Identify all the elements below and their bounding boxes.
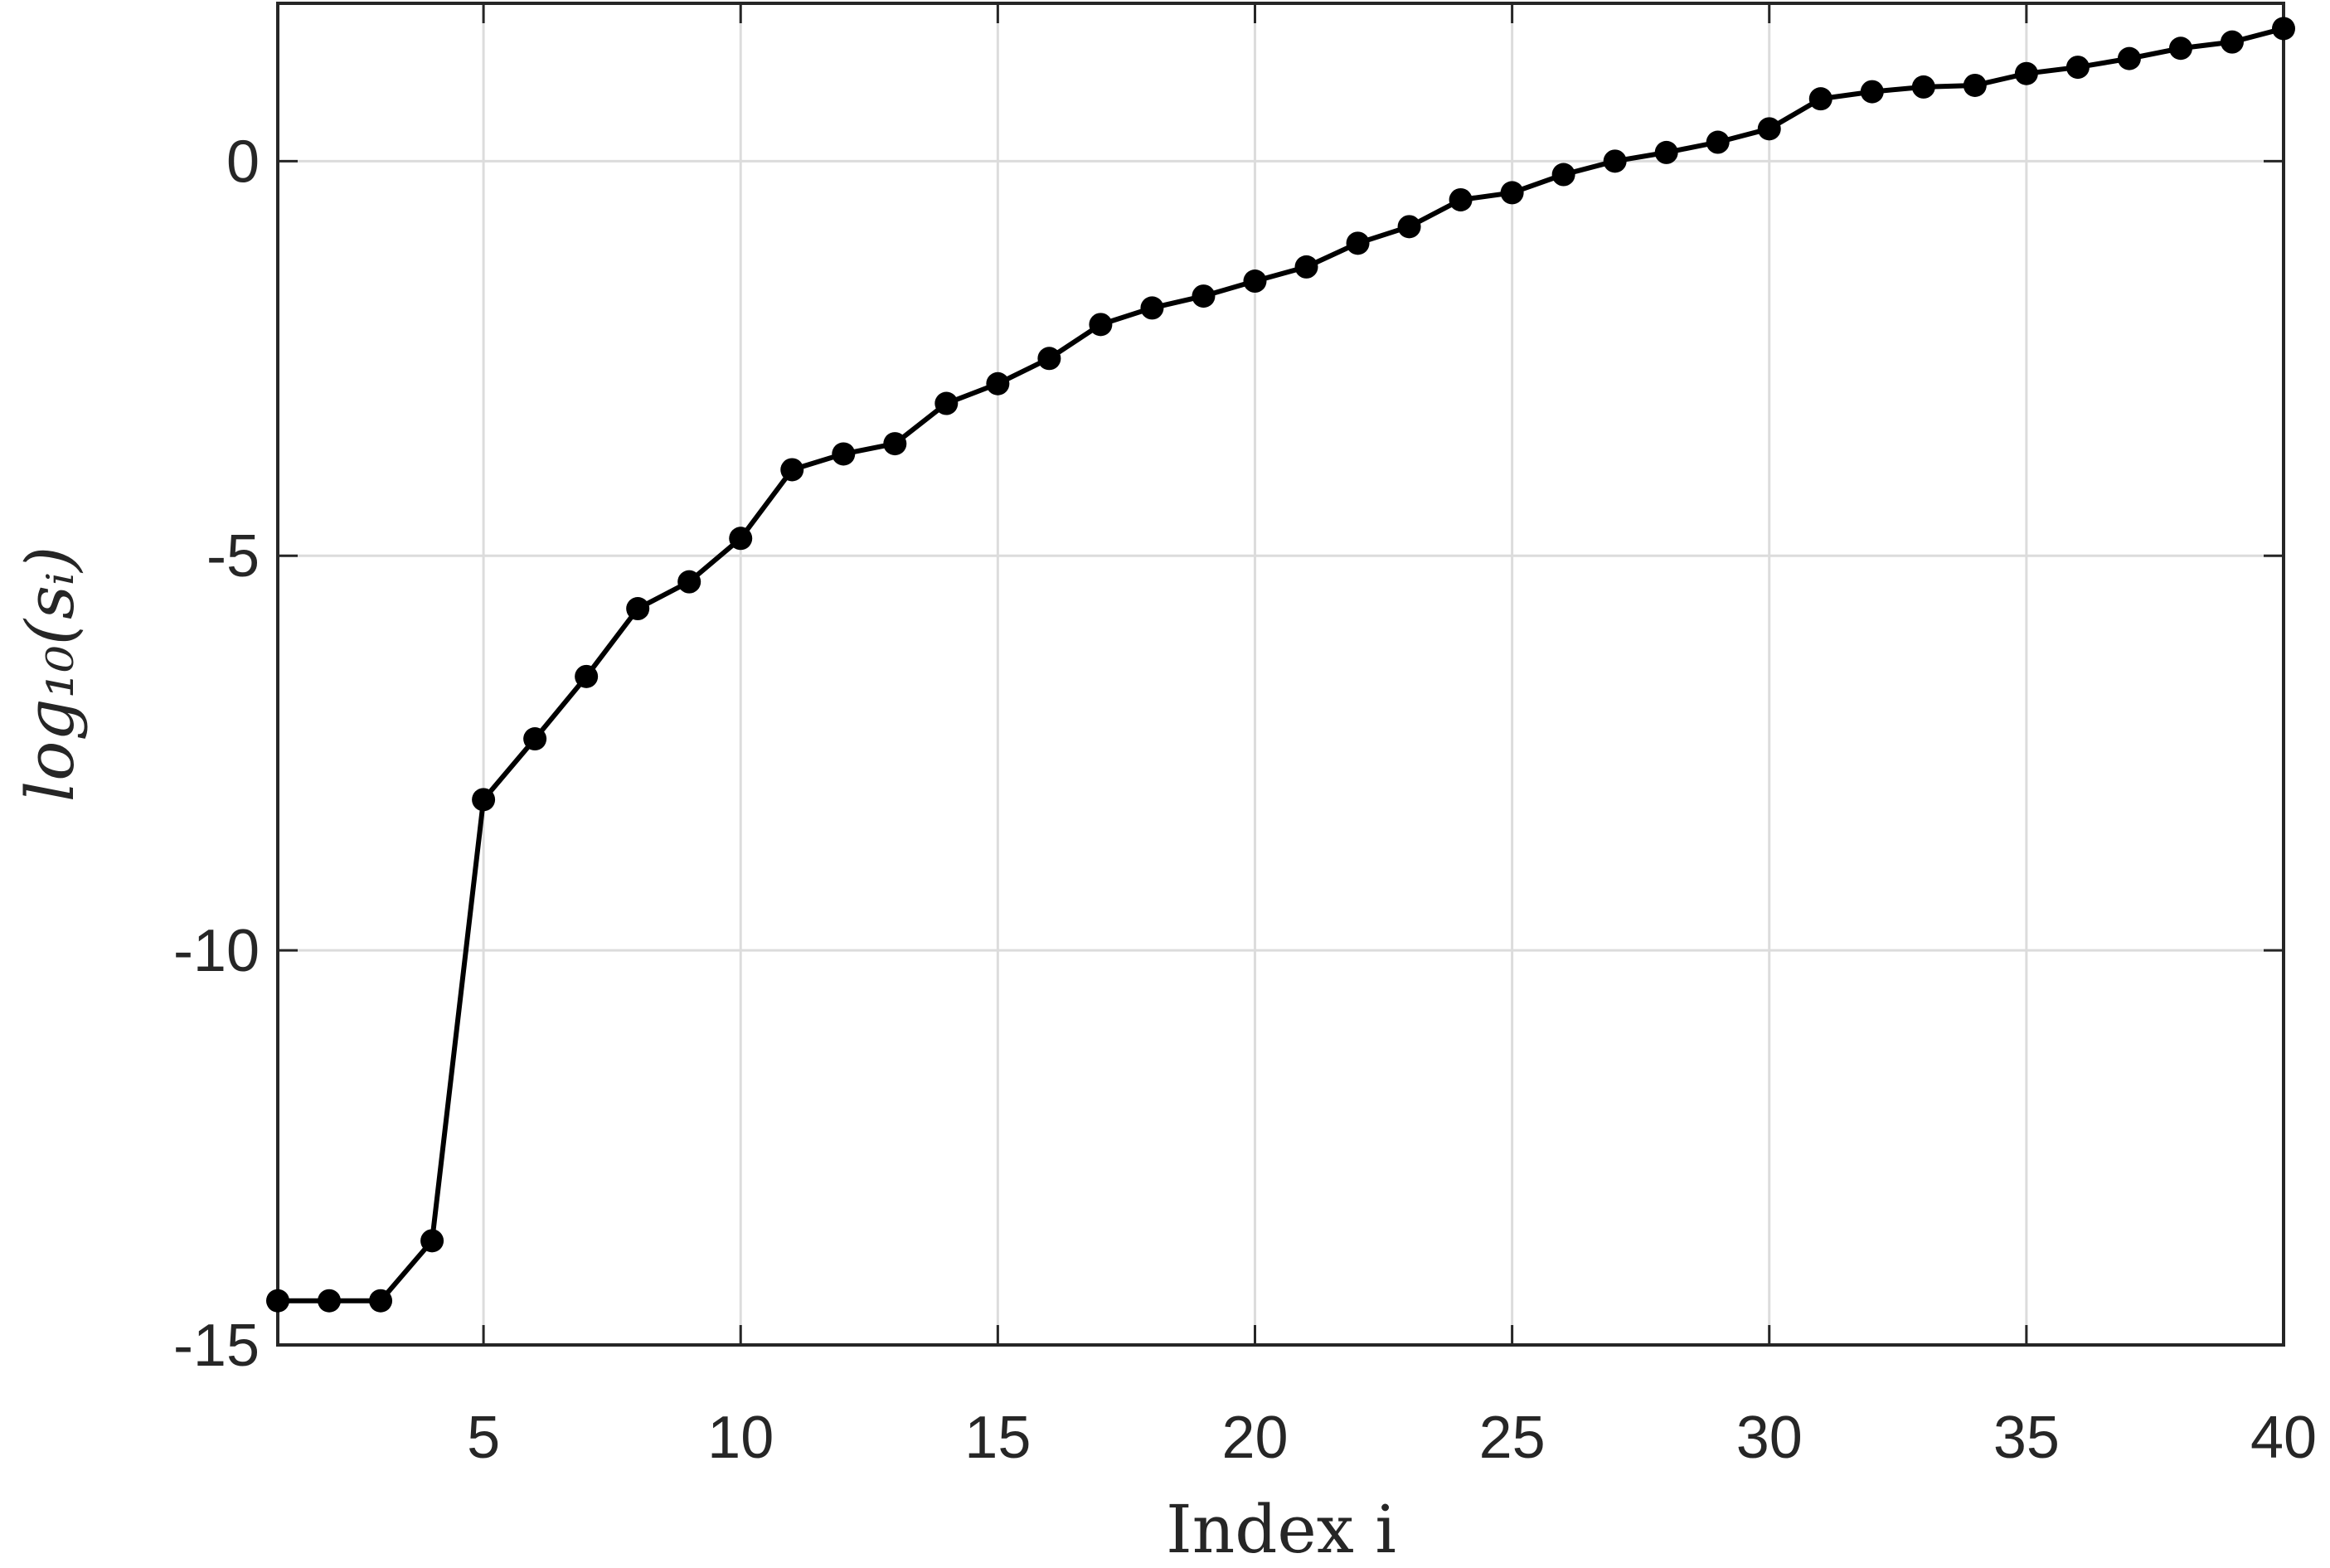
- data-point: [2272, 17, 2295, 41]
- data-point: [1397, 215, 1421, 239]
- data-point: [1243, 269, 1267, 294]
- data-point: [780, 458, 804, 482]
- data-point: [934, 391, 959, 415]
- axes-box: [276, 2, 2285, 1347]
- data-point: [472, 788, 496, 812]
- data-point: [626, 597, 650, 621]
- x-tick-label: 30: [1736, 1405, 1803, 1471]
- data-point: [1140, 296, 1164, 320]
- data-point: [575, 664, 599, 688]
- data-point: [986, 371, 1010, 396]
- data-point: [266, 1289, 289, 1313]
- x-tick-label: 15: [964, 1405, 1031, 1471]
- data-point: [2014, 61, 2038, 85]
- y-tick-label: 0: [226, 129, 260, 195]
- x-tick-label: 40: [2250, 1405, 2317, 1471]
- y-tick-label: -10: [173, 918, 260, 984]
- data-point: [1089, 313, 1113, 337]
- data-point: [729, 527, 753, 551]
- data-point: [1911, 75, 1935, 99]
- y-tick-label: -5: [206, 523, 260, 590]
- data-point: [318, 1289, 342, 1313]
- data-point: [1192, 284, 1216, 308]
- data-point: [2220, 30, 2244, 54]
- y-axis-label: log₁₀(sᵢ): [12, 546, 89, 803]
- data-point: [1346, 231, 1370, 255]
- x-tick-label: 35: [1993, 1405, 2060, 1471]
- data-point: [2168, 36, 2192, 61]
- x-tick-label: 5: [467, 1405, 500, 1471]
- data-point: [369, 1289, 393, 1313]
- data-point: [2117, 46, 2141, 70]
- data-point: [2065, 56, 2090, 80]
- data-point: [1294, 255, 1318, 279]
- data-point: [832, 442, 856, 466]
- data-point: [523, 727, 547, 751]
- data-point: [1603, 149, 1627, 173]
- data-point: [1037, 347, 1061, 371]
- plot-area: [278, 3, 2284, 1345]
- data-point: [1706, 130, 1730, 154]
- data-line: [278, 26, 2284, 1303]
- data-point: [1654, 140, 1678, 164]
- data-point: [420, 1229, 444, 1253]
- y-tick-label: -15: [173, 1313, 260, 1379]
- x-axis-label: Index i: [1166, 1491, 1396, 1568]
- data-point: [883, 432, 907, 456]
- data-point: [1449, 187, 1473, 211]
- data-point: [1963, 73, 1987, 97]
- data-point: [1808, 87, 1832, 111]
- data-point: [1757, 117, 1781, 141]
- x-tick-label: 10: [707, 1405, 774, 1471]
- x-tick-label: 25: [1479, 1405, 1546, 1471]
- data-point: [677, 570, 701, 594]
- data-point: [1500, 181, 1524, 205]
- x-tick-label: 20: [1221, 1405, 1288, 1471]
- data-point: [1551, 163, 1575, 187]
- data-point: [1860, 80, 1884, 104]
